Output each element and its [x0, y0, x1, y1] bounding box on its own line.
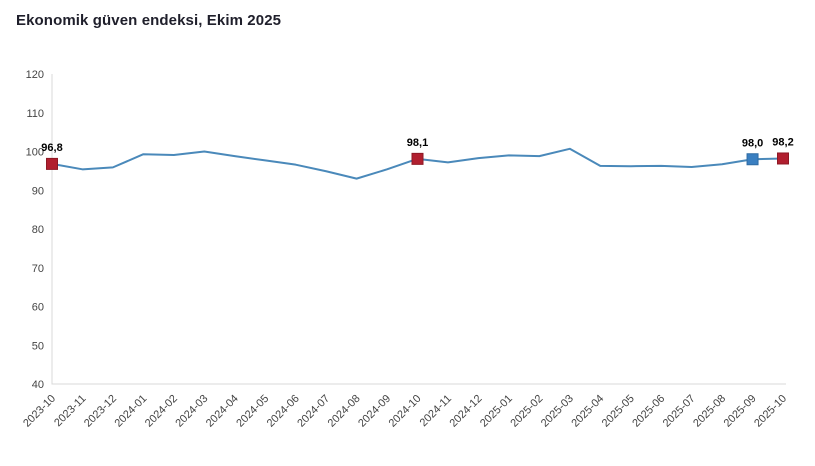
red-square-marker[interactable]: [411, 152, 424, 165]
x-axis-tick-label: 2025-02: [508, 393, 545, 430]
y-axis-tick-label: 120: [26, 69, 44, 81]
red-square-marker[interactable]: [46, 157, 58, 170]
x-axis-tick-label: 2025-05: [600, 393, 637, 430]
data-point-label: 98,2: [772, 136, 793, 148]
y-axis-tick-label: 40: [32, 379, 44, 391]
axis-lines: [51, 74, 786, 385]
x-axis-tick-label: 2025-04: [569, 393, 606, 430]
x-axis-tick-label: 2024-09: [356, 393, 393, 430]
x-axis-tick-label: 2024-06: [265, 393, 302, 430]
x-axis-tick-label: 2025-08: [691, 393, 728, 430]
y-axis-tick-label: 100: [26, 147, 44, 159]
y-axis-tick-label: 110: [26, 108, 44, 120]
x-axis-tick-label: 2024-04: [204, 393, 241, 430]
y-axis-tick-label: 90: [32, 185, 44, 197]
y-axis-tick-label: 60: [32, 302, 44, 314]
x-axis-tick-label: 2025-03: [539, 393, 576, 430]
x-axis-tick-label: 2024-01: [112, 393, 149, 430]
data-point-label: 98,1: [407, 137, 428, 149]
y-axis-tick-label: 70: [32, 263, 44, 275]
x-axis-tick-label: 2024-05: [234, 393, 271, 430]
chart-title: Ekonomik güven endeksi, Ekim 2025: [16, 12, 282, 29]
y-axis-tick-label: 80: [32, 224, 44, 236]
x-axis-tick-label: 2025-09: [722, 393, 759, 430]
x-axis-tick-label: 2024-10: [387, 393, 424, 430]
x-axis-tick-label: 2024-02: [143, 393, 180, 430]
x-axis-tick-label: 2023-10: [21, 393, 58, 430]
x-axis-tick-label: 2025-07: [661, 393, 698, 430]
x-axis-tick-label: 2024-08: [326, 393, 363, 430]
x-axis-tick-label: 2025-10: [752, 393, 789, 430]
blue-square-marker[interactable]: [746, 153, 759, 166]
x-axis-tick-label: 2024-03: [173, 393, 210, 430]
red-square-marker[interactable]: [777, 152, 789, 165]
x-axis-tick-label: 2024-07: [295, 393, 332, 430]
x-axis-tick-label: 2023-12: [82, 393, 119, 430]
x-axis-tick-label: 2024-12: [448, 393, 485, 430]
data-point-label: 96,8: [41, 142, 62, 154]
y-axis-tick-label: 50: [32, 340, 44, 352]
x-axis-tick-label: 2025-06: [630, 393, 667, 430]
x-axis-tick-label: 2025-01: [478, 393, 515, 430]
data-point-label: 98,0: [742, 137, 763, 149]
